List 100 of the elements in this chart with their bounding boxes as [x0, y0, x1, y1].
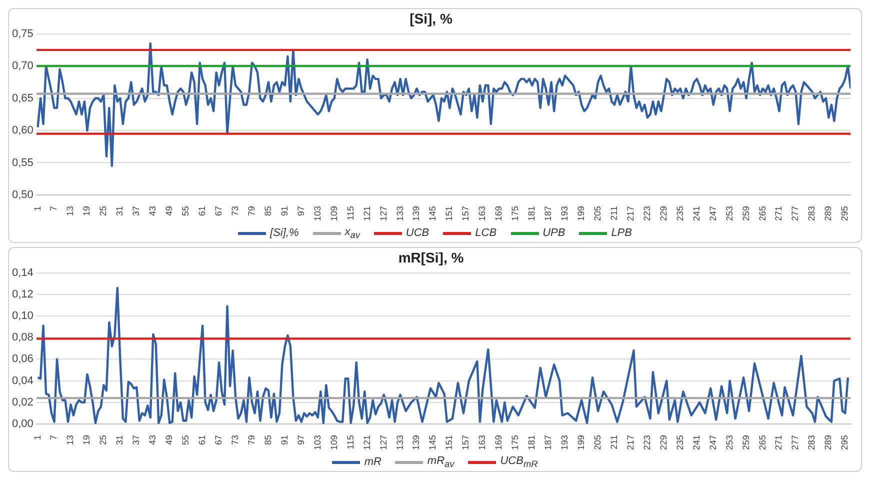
x-tick-label: 247 [708, 435, 718, 450]
x-tick-label: 181 [526, 435, 537, 450]
x-tick-label: 91 [279, 435, 290, 446]
x-tick-label: 193 [560, 435, 570, 450]
legend-label: UCB$_{mR}$ [500, 455, 538, 470]
x-tick-label: 235 [674, 206, 685, 222]
x-tick-label: 157 [460, 206, 471, 222]
x-tick-label: 43 [148, 435, 158, 446]
x-tick-label: 271 [774, 206, 784, 222]
x-tick-label: 181 [526, 206, 537, 222]
x-tick-label: 109 [328, 435, 339, 450]
x-tick-label: 235 [674, 435, 685, 450]
legend-label: UPB [542, 227, 566, 240]
x-tick-label: 103 [312, 435, 322, 450]
x-tick-label: 265 [757, 206, 768, 222]
x-tick-label: 85 [262, 435, 273, 446]
legend-label: mR [364, 456, 382, 468]
x-tick-label: 31 [114, 435, 125, 446]
x-tick-label: 7 [48, 435, 59, 440]
x-tick-label: 229 [658, 206, 668, 222]
x-tick-label: 259 [740, 435, 751, 450]
x-tick-label: 55 [180, 435, 191, 446]
x-tick-label: 187 [543, 206, 554, 222]
x-tick-label: 133 [394, 435, 405, 450]
x-tick-label: 211 [608, 435, 619, 450]
y-tick-label: 0,55 [12, 156, 34, 169]
y-tick-label: 0,60 [12, 124, 34, 137]
x-tick-label: 187 [543, 435, 554, 450]
x-tick-label: 115 [345, 435, 356, 450]
y-tick-label: 0,02 [12, 396, 34, 409]
y-tick-label: 0,04 [12, 375, 34, 388]
legend-label: LPB [611, 227, 632, 240]
x-tick-label: 73 [230, 435, 240, 446]
x-tick-label: 127 [378, 435, 388, 450]
legend-label: UCB [406, 227, 430, 240]
x-tick-label: 115 [345, 206, 356, 220]
x-tick-label: 145 [428, 435, 438, 450]
x-tick-label: 13 [65, 435, 76, 446]
x-tick-label: 205 [592, 435, 602, 450]
x-tick-label: 103 [312, 206, 322, 222]
x-tick-label: 241 [691, 435, 702, 450]
x-tick-label: 175 [510, 206, 520, 222]
x-tick-label: 217 [625, 435, 636, 450]
y-tick-label: 0,70 [12, 60, 34, 72]
y-tick-label: 0,14 [12, 267, 34, 280]
x-tick-label: 19 [82, 435, 92, 446]
x-tick-label: 7 [48, 206, 59, 211]
y-tick-label: 0,65 [12, 92, 34, 104]
x-tick-label: 151 [444, 206, 454, 222]
x-tick-label: 169 [494, 206, 504, 222]
x-tick-label: 25 [98, 435, 108, 446]
x-tick-label: 43 [148, 206, 158, 216]
y-tick-label: 0,10 [12, 310, 34, 322]
x-tick-label: 199 [576, 435, 586, 450]
x-tick-label: 49 [164, 206, 174, 216]
x-tick-label: 265 [757, 435, 768, 450]
x-tick-label: 157 [460, 435, 471, 450]
x-tick-label: 163 [477, 435, 488, 450]
x-tick-label: 79 [246, 435, 256, 446]
x-tick-label: 295 [840, 435, 850, 450]
x-tick-label: 295 [840, 206, 850, 222]
legend-label: mR$_{av}$ [427, 455, 454, 470]
legend-label: x$_{av}$ [344, 226, 360, 240]
x-tick-label: 253 [724, 206, 734, 222]
x-tick-label: 277 [790, 435, 800, 450]
x-tick-label: 223 [642, 206, 652, 222]
x-tick-label: 37 [131, 435, 142, 446]
x-tick-label: 127 [378, 206, 388, 222]
x-tick-label: 289 [823, 435, 834, 450]
x-tick-label: 49 [164, 435, 174, 446]
legend-label: LCB [475, 227, 497, 240]
x-tick-label: 1 [32, 435, 42, 440]
x-tick-label: 133 [394, 206, 405, 222]
x-tick-label: 277 [790, 206, 800, 222]
x-tick-label: 253 [724, 435, 734, 450]
chart-title: mR[Si], % [398, 249, 464, 266]
y-tick-label: 0,08 [12, 332, 34, 344]
y-tick-label: 0,06 [12, 353, 34, 366]
x-tick-label: 241 [691, 206, 702, 222]
x-tick-label: 169 [494, 435, 504, 450]
x-tick-label: 61 [197, 435, 208, 446]
x-tick-label: 121 [362, 206, 372, 222]
x-tick-label: 163 [477, 206, 488, 222]
x-tick-label: 61 [197, 206, 208, 216]
x-tick-label: 85 [262, 206, 273, 216]
x-tick-label: 97 [296, 435, 306, 446]
x-tick-label: 19 [82, 206, 92, 216]
x-tick-label: 205 [592, 206, 602, 222]
x-tick-label: 31 [114, 206, 125, 216]
x-tick-label: 37 [131, 206, 142, 216]
x-tick-label: 271 [774, 435, 784, 450]
x-tick-label: 283 [806, 206, 817, 222]
x-tick-label: 259 [740, 206, 751, 222]
x-tick-label: 25 [98, 206, 108, 216]
x-tick-label: 223 [642, 435, 652, 450]
x-tick-label: 97 [296, 206, 306, 216]
x-tick-label: 67 [214, 435, 224, 446]
x-tick-label: 121 [362, 435, 372, 450]
x-tick-label: 109 [328, 206, 339, 222]
x-tick-label: 145 [428, 206, 438, 222]
